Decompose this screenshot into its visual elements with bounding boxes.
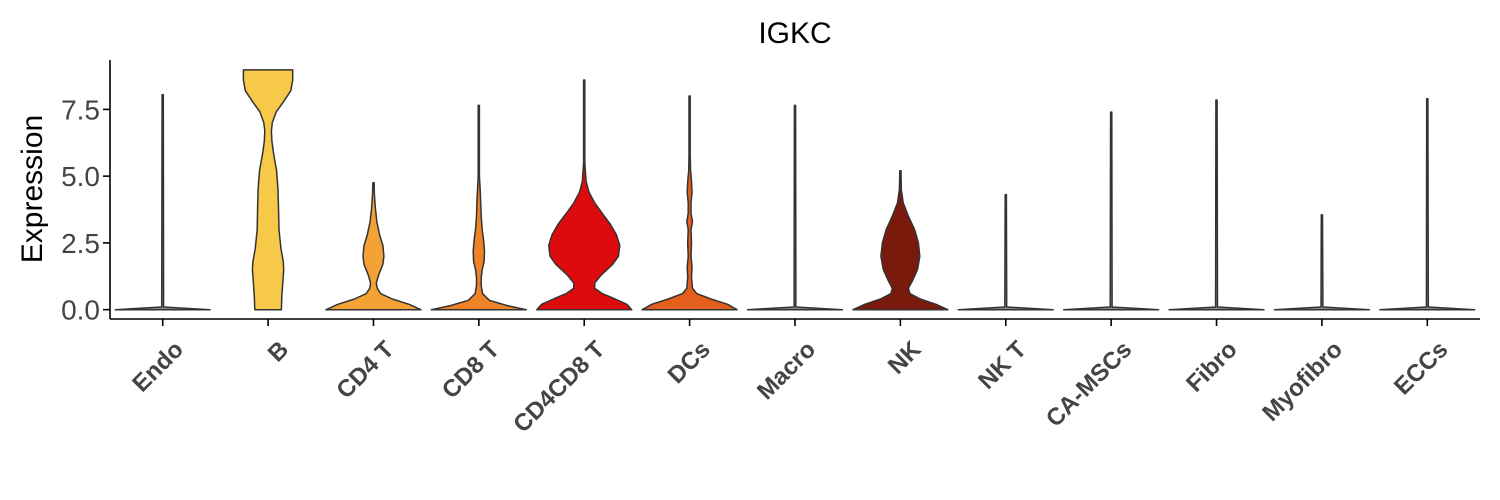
violin-endo — [114, 93, 211, 311]
x-tick-label: CA-MSCs — [1041, 336, 1137, 432]
violin-dcs — [641, 95, 738, 311]
violin-cd8-t — [430, 104, 528, 311]
violin-eccs — [1379, 97, 1476, 311]
violin-fibro — [1168, 99, 1265, 311]
violin-ca-mscs — [1062, 111, 1160, 311]
x-tick-label: DCs — [663, 336, 716, 389]
x-tick-label: Macro — [752, 336, 821, 405]
x-tick-label: CD4 T — [331, 336, 399, 404]
x-tick-label: Myofibro — [1257, 336, 1348, 427]
violin-nk-t — [957, 194, 1054, 311]
violin-cd4-t — [325, 182, 422, 311]
x-tick-label: CD4CD8 T — [508, 336, 610, 438]
chart-title: IGKC — [758, 17, 831, 50]
violin-macro — [746, 104, 844, 311]
y-axis-label: Expression — [16, 115, 49, 263]
x-tick-label: NK T — [973, 336, 1032, 395]
y-tick-label: 7.5 — [61, 94, 100, 125]
x-tick-label: Endo — [127, 336, 189, 398]
y-tick-label: 5.0 — [61, 161, 100, 192]
y-tick-label: 2.5 — [61, 228, 100, 259]
x-tick-label: CD8 T — [437, 336, 505, 404]
x-tick-label: B — [263, 336, 294, 367]
violins-layer — [114, 69, 1476, 311]
violin-cd4cd8-t — [536, 79, 633, 311]
violin-b — [242, 69, 294, 311]
y-tick-label: 0.0 — [61, 295, 100, 326]
x-tick-label: Fibro — [1181, 336, 1243, 398]
violin-nk — [852, 170, 949, 311]
violin-myofibro — [1273, 214, 1371, 311]
x-tick-label: ECCs — [1389, 336, 1453, 400]
x-tick-label: NK — [883, 336, 927, 380]
